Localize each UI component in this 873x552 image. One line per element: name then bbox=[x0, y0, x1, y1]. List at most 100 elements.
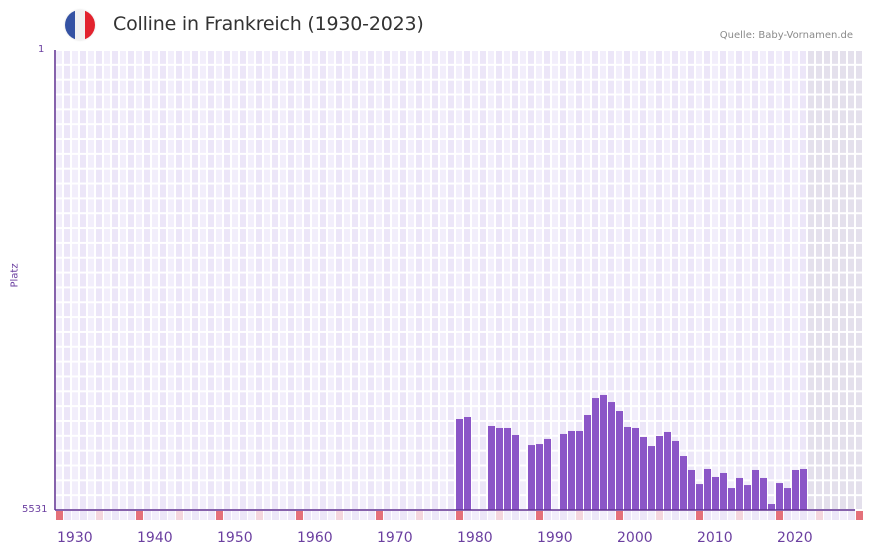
bar-1984[interactable] bbox=[488, 425, 495, 510]
bar-2016[interactable] bbox=[744, 485, 751, 510]
year-tick bbox=[840, 511, 847, 520]
bar-1985[interactable] bbox=[496, 427, 503, 510]
x-tick-label: 1980 bbox=[457, 530, 493, 546]
bar-2013[interactable] bbox=[720, 472, 727, 510]
year-tick bbox=[832, 511, 839, 520]
year-tick bbox=[672, 511, 679, 520]
bar-2001[interactable] bbox=[624, 426, 631, 510]
year-tick bbox=[280, 511, 287, 520]
bar-2007[interactable] bbox=[672, 440, 679, 510]
year-tick bbox=[488, 511, 495, 520]
france-flag-icon bbox=[65, 10, 95, 40]
year-tick-major bbox=[536, 511, 543, 520]
bar-2006[interactable] bbox=[664, 431, 671, 510]
year-tick bbox=[432, 511, 439, 520]
bar-1995[interactable] bbox=[576, 430, 583, 510]
year-tick bbox=[288, 511, 295, 520]
year-tick-major bbox=[376, 511, 383, 520]
year-tick bbox=[768, 511, 775, 520]
year-tick bbox=[648, 511, 655, 520]
year-tick bbox=[440, 511, 447, 520]
bar-2019[interactable] bbox=[768, 504, 775, 510]
year-tick bbox=[328, 511, 335, 520]
bar-1981[interactable] bbox=[464, 417, 471, 510]
year-tick bbox=[344, 511, 351, 520]
y-axis-bottom-label: 5531 bbox=[22, 504, 48, 515]
year-tick-major bbox=[456, 511, 463, 520]
bar-2009[interactable] bbox=[688, 469, 695, 510]
year-tick bbox=[504, 511, 511, 520]
bar-2008[interactable] bbox=[680, 456, 687, 510]
x-tick-label: 2000 bbox=[617, 530, 653, 546]
year-tick bbox=[464, 511, 471, 520]
year-tick bbox=[800, 511, 807, 520]
year-tick bbox=[368, 511, 375, 520]
year-tick bbox=[792, 511, 799, 520]
year-tick bbox=[408, 511, 415, 520]
year-tick-major bbox=[856, 511, 863, 520]
year-tick bbox=[208, 511, 215, 520]
year-tick-major bbox=[776, 511, 783, 520]
year-tick bbox=[528, 511, 535, 520]
year-tick bbox=[688, 511, 695, 520]
bar-2002[interactable] bbox=[632, 427, 639, 510]
chart-title: Colline in Frankreich (1930-2023) bbox=[113, 13, 424, 35]
year-tick bbox=[352, 511, 359, 520]
year-tick bbox=[96, 511, 103, 520]
bar-2005[interactable] bbox=[656, 435, 663, 510]
bar-1993[interactable] bbox=[560, 433, 567, 510]
year-tick bbox=[80, 511, 87, 520]
bar-2000[interactable] bbox=[616, 411, 623, 510]
bar-1989[interactable] bbox=[528, 445, 535, 510]
bar-2012[interactable] bbox=[712, 476, 719, 510]
year-tick-major bbox=[696, 511, 703, 520]
year-tick bbox=[72, 511, 79, 520]
x-tick-label: 1970 bbox=[377, 530, 413, 546]
bar-1990[interactable] bbox=[536, 444, 543, 510]
year-tick-major bbox=[56, 511, 63, 520]
bar-2020[interactable] bbox=[776, 483, 783, 510]
bar-1991[interactable] bbox=[544, 438, 551, 510]
year-tick bbox=[744, 511, 751, 520]
year-tick bbox=[680, 511, 687, 520]
bar-2017[interactable] bbox=[752, 469, 759, 510]
bar-2011[interactable] bbox=[704, 468, 711, 510]
year-tick bbox=[336, 511, 343, 520]
year-tick bbox=[304, 511, 311, 520]
bar-2021[interactable] bbox=[784, 488, 791, 510]
year-tick bbox=[600, 511, 607, 520]
year-tick bbox=[576, 511, 583, 520]
bar-2018[interactable] bbox=[760, 477, 767, 510]
bar-2004[interactable] bbox=[648, 446, 655, 510]
bar-1994[interactable] bbox=[568, 430, 575, 510]
year-tick-major bbox=[136, 511, 143, 520]
bar-1996[interactable] bbox=[584, 415, 591, 510]
bar-1997[interactable] bbox=[592, 398, 599, 510]
bar-1987[interactable] bbox=[512, 434, 519, 510]
bar-2010[interactable] bbox=[696, 484, 703, 510]
source-link[interactable]: Quelle: Baby-Vornamen.de bbox=[719, 30, 853, 41]
year-tick bbox=[808, 511, 815, 520]
bar-1986[interactable] bbox=[504, 427, 511, 510]
bar-1999[interactable] bbox=[608, 402, 615, 510]
bar-2022[interactable] bbox=[792, 469, 799, 510]
year-tick bbox=[360, 511, 367, 520]
year-tick bbox=[128, 511, 135, 520]
bar-1998[interactable] bbox=[600, 394, 607, 510]
year-tick bbox=[544, 511, 551, 520]
bar-1980[interactable] bbox=[456, 418, 463, 510]
year-tick bbox=[664, 511, 671, 520]
bar-2015[interactable] bbox=[736, 477, 743, 510]
x-tick-label: 1960 bbox=[297, 530, 333, 546]
year-tick bbox=[104, 511, 111, 520]
bar-2003[interactable] bbox=[640, 436, 647, 510]
bar-2023[interactable] bbox=[800, 468, 807, 510]
year-tick bbox=[496, 511, 503, 520]
year-tick bbox=[712, 511, 719, 520]
year-tick bbox=[112, 511, 119, 520]
year-tick bbox=[392, 511, 399, 520]
year-tick bbox=[752, 511, 759, 520]
year-tick bbox=[424, 511, 431, 520]
bar-2014[interactable] bbox=[728, 488, 735, 510]
year-tick bbox=[632, 511, 639, 520]
